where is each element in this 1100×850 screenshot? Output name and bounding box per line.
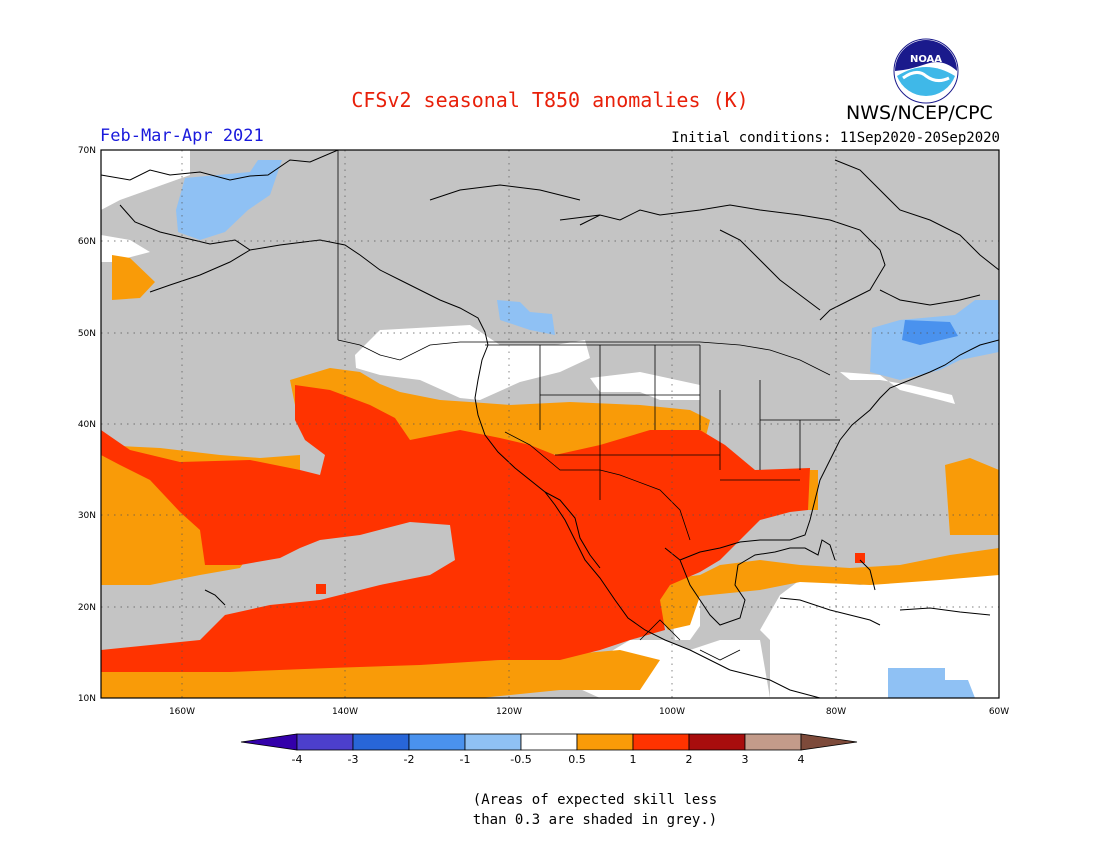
legend-tick-label: -1	[460, 753, 471, 766]
lat-label: 70N	[78, 146, 96, 156]
legend-tick-label: 0.5	[568, 753, 586, 766]
skill-note-line: than 0.3 are shaded in grey.)	[472, 812, 718, 828]
legend-arrow-high	[800, 733, 858, 751]
legend-bin	[520, 733, 578, 751]
legend-arrow-low	[240, 733, 298, 751]
legend-tick-label: 3	[742, 753, 749, 766]
legend-bin	[464, 733, 522, 751]
political-borders	[337, 150, 840, 661]
lat-label: 60N	[78, 237, 96, 247]
legend-tick-label: 2	[686, 753, 693, 766]
season-label: Feb-Mar-Apr 2021	[100, 126, 264, 146]
lon-label: 100W	[659, 707, 685, 717]
svg-text:NOAA: NOAA	[910, 54, 942, 65]
noaa-logo-icon: NOAA	[893, 38, 959, 104]
lon-label: 80W	[826, 707, 846, 717]
skill-note-line: (Areas of expected skill less	[472, 792, 718, 808]
lat-label: 50N	[78, 329, 96, 339]
lat-label: 10N	[78, 694, 96, 704]
anomaly-minus2-minus1-areas	[902, 320, 958, 345]
legend-tick-label: -0.5	[510, 753, 531, 766]
lon-label: 120W	[496, 707, 522, 717]
coastlines	[101, 150, 999, 698]
map-frame	[100, 149, 1000, 699]
lon-label: 160W	[169, 707, 195, 717]
legend-bin	[632, 733, 690, 751]
skill-note: (Areas of expected skill less than 0.3 a…	[0, 790, 1100, 830]
agency-label: NWS/NCEP/CPC	[846, 102, 993, 124]
legend-bin	[296, 733, 354, 751]
lat-label: 30N	[78, 511, 96, 521]
lon-label: 140W	[332, 707, 358, 717]
legend-bin	[744, 733, 802, 751]
color-legend: -4 -3 -2 -1 -0.5 0.5 1 2 3 4	[240, 733, 858, 766]
legend-tick-label: 4	[798, 753, 805, 766]
lon-label: 60W	[989, 707, 1009, 717]
legend-bin	[688, 733, 746, 751]
page-title: CFSv2 seasonal T850 anomalies (K)	[351, 88, 749, 112]
map-panel	[101, 150, 999, 698]
legend-bin	[576, 733, 634, 751]
legend-tick-label: -2	[404, 753, 415, 766]
legend-tick-label: 1	[630, 753, 637, 766]
legend-bin	[352, 733, 410, 751]
legend-tick-label: -3	[348, 753, 359, 766]
grid-lines	[101, 150, 999, 698]
anomaly-1-2-areas	[101, 385, 865, 672]
legend-bin	[408, 733, 466, 751]
lat-label: 20N	[78, 603, 96, 613]
lat-label: 40N	[78, 420, 96, 430]
legend-tick-label: -4	[292, 753, 303, 766]
initial-conditions: Initial conditions: 11Sep2020-20Sep2020	[671, 130, 1000, 146]
